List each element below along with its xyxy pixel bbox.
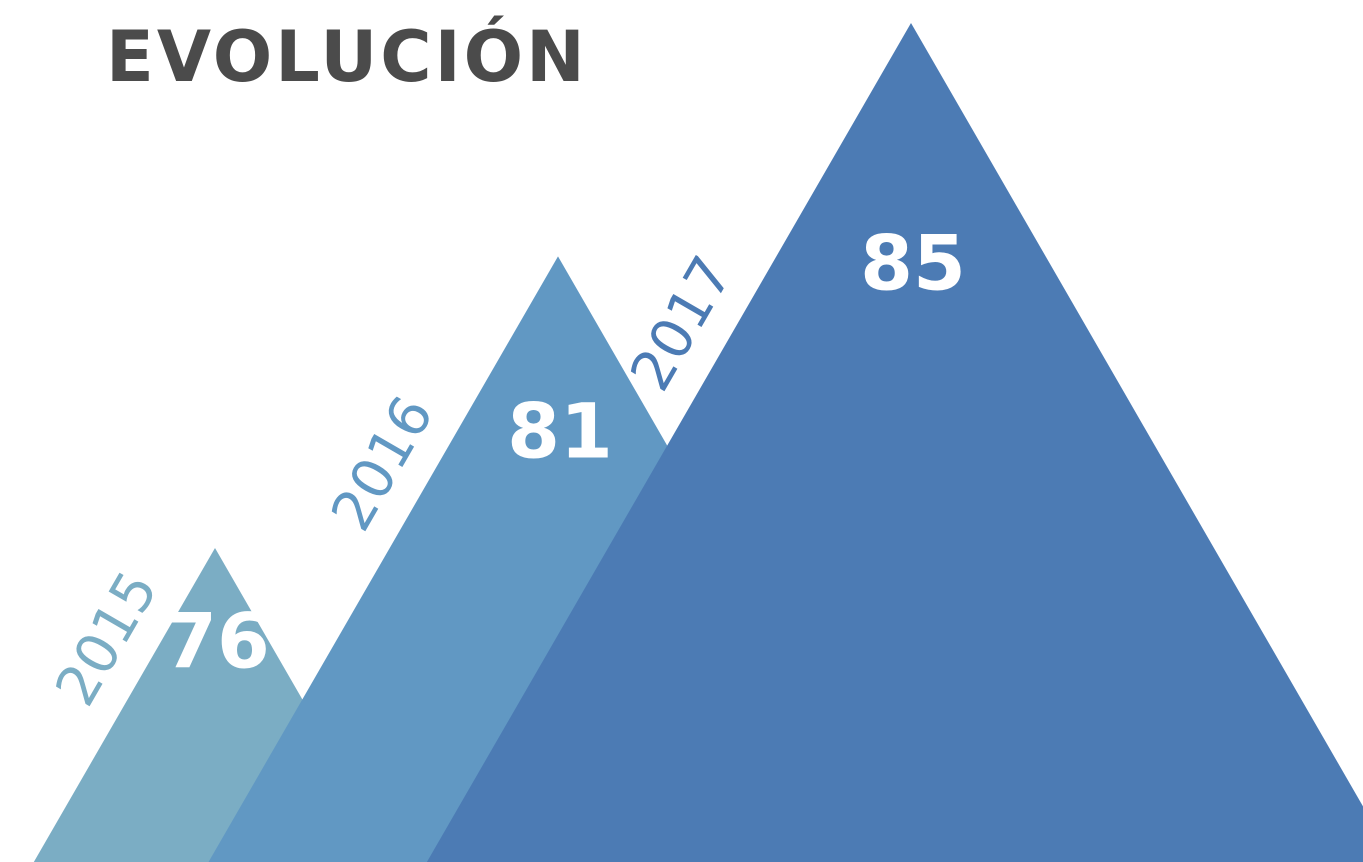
value-label-2016: 81 bbox=[507, 387, 613, 476]
triangle-2017 bbox=[426, 23, 1363, 862]
value-label-2017: 85 bbox=[860, 219, 966, 308]
chart-title: EVOLUCIÓN bbox=[106, 16, 588, 98]
triangle-marks bbox=[33, 23, 1363, 862]
value-label-2015: 76 bbox=[164, 597, 270, 686]
